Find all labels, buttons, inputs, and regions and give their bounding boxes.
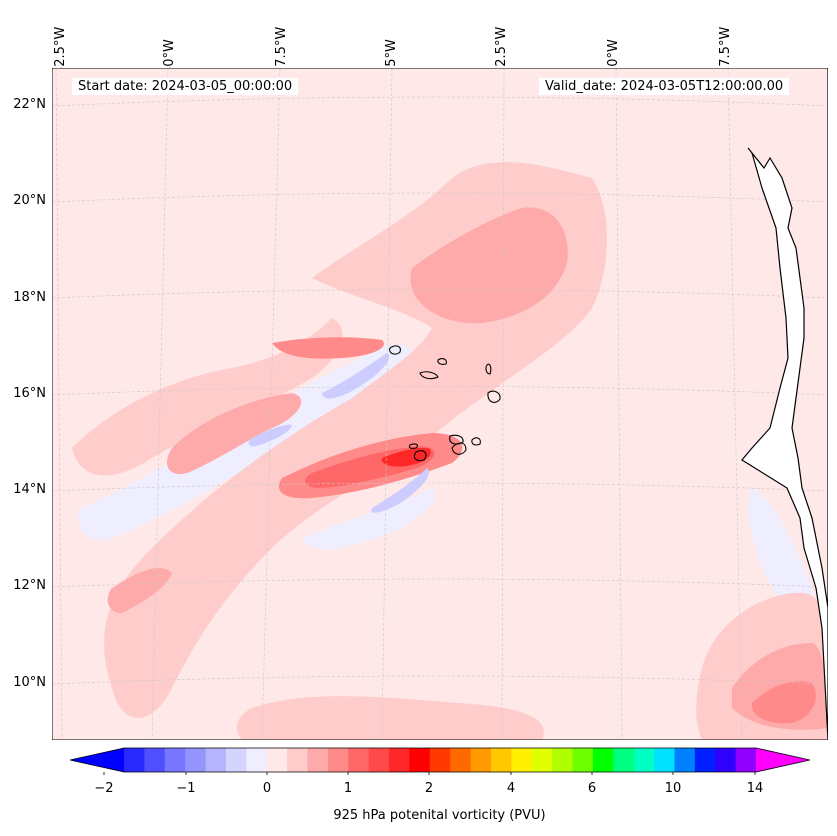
colorbar-swatch bbox=[144, 748, 166, 772]
colorbar-outline bbox=[70, 747, 810, 773]
colorbar-tick-label: −2 bbox=[94, 781, 114, 796]
meridian bbox=[727, 68, 743, 740]
parallel bbox=[52, 289, 828, 299]
colorbar-tick-label: 4 bbox=[506, 781, 516, 796]
parallel bbox=[52, 675, 828, 685]
colorbar-swatch bbox=[185, 748, 207, 772]
pv-negative-band bbox=[302, 488, 436, 550]
island bbox=[451, 442, 467, 455]
colorbar-swatch bbox=[327, 748, 349, 772]
lat-label-10n: 10°N bbox=[13, 675, 46, 690]
colorbar-label: 925 hPa potenital vorticity (PVU) bbox=[333, 808, 546, 823]
colorbar-swatch bbox=[450, 748, 472, 772]
lat-label-20n: 20°N bbox=[13, 193, 46, 208]
colorbar-tick-label: 10 bbox=[664, 781, 682, 796]
colorbar-swatch bbox=[470, 748, 492, 772]
colorbar-swatch bbox=[531, 748, 553, 772]
pv-positive-core bbox=[167, 393, 302, 474]
island bbox=[449, 434, 464, 445]
colorbar-swatch bbox=[266, 748, 288, 772]
parallel bbox=[52, 192, 828, 203]
island bbox=[419, 371, 439, 380]
colorbar-tick-label: 14 bbox=[746, 781, 764, 796]
pv-positive-region bbox=[236, 696, 544, 740]
meridian bbox=[55, 68, 63, 740]
colorbar-swatch bbox=[490, 748, 512, 772]
colorbar-swatch bbox=[552, 748, 574, 772]
lat-label-18n: 18°N bbox=[13, 290, 46, 305]
colorbar-swatch bbox=[572, 748, 594, 772]
meridian bbox=[381, 68, 393, 740]
pv-negative-streak bbox=[371, 468, 429, 513]
meridian bbox=[615, 68, 623, 740]
island bbox=[413, 450, 427, 462]
parallel bbox=[52, 386, 828, 396]
pv-positive-core bbox=[410, 207, 568, 324]
valid-date-label: Valid_date: 2024-03-05T12:00:00.00 bbox=[539, 78, 790, 95]
pv-strong-core bbox=[381, 448, 431, 467]
pv-positive-region bbox=[72, 318, 343, 476]
colorbar-swatch bbox=[287, 748, 308, 772]
colorbar-swatch bbox=[307, 748, 329, 772]
colorbar-swatch bbox=[715, 748, 737, 772]
colorbar-swatch bbox=[164, 748, 186, 772]
colorbar bbox=[70, 747, 810, 775]
graticule bbox=[52, 68, 828, 740]
colorbar-tick-label: 6 bbox=[587, 781, 597, 796]
colorbar-swatch bbox=[694, 748, 716, 772]
colorbar-swatch bbox=[246, 748, 268, 772]
pv-map bbox=[52, 68, 828, 740]
meridian bbox=[151, 68, 169, 740]
colorbar-swatch bbox=[633, 748, 655, 772]
island bbox=[471, 437, 481, 446]
colorbar-swatch bbox=[368, 748, 390, 772]
parallel bbox=[52, 96, 828, 107]
colorbar-swatch bbox=[735, 748, 757, 772]
island bbox=[485, 363, 492, 375]
colorbar-swatch bbox=[613, 748, 635, 772]
colorbar-extend-min bbox=[70, 748, 124, 772]
colorbar-swatch bbox=[409, 748, 431, 772]
colorbar-swatch bbox=[124, 748, 145, 772]
colorbar-tick-label: 1 bbox=[343, 781, 353, 796]
island bbox=[389, 345, 401, 355]
cape-verde-islands bbox=[389, 345, 501, 462]
colorbar-swatch bbox=[674, 748, 696, 772]
colorbar-swatch bbox=[348, 748, 370, 772]
parallel bbox=[52, 578, 828, 588]
colorbar-swatch bbox=[654, 748, 675, 772]
colorbar-swatch bbox=[389, 748, 410, 772]
lat-label-12n: 12°N bbox=[13, 578, 46, 593]
lat-label-22n: 22°N bbox=[13, 97, 46, 112]
africa-coastline bbox=[741, 68, 828, 740]
colorbar-tick-label: −1 bbox=[176, 781, 196, 796]
meridian bbox=[261, 68, 281, 740]
colorbar-tick-label: 2 bbox=[424, 781, 434, 796]
colorbar-swatch bbox=[205, 748, 227, 772]
lat-label-16n: 16°N bbox=[13, 386, 46, 401]
colorbar-swatch bbox=[511, 748, 533, 772]
island bbox=[408, 443, 419, 449]
island bbox=[487, 390, 501, 403]
meridian bbox=[501, 68, 505, 740]
lat-label-14n: 14°N bbox=[13, 482, 46, 497]
colorbar-tick-label: 0 bbox=[262, 781, 272, 796]
colorbar-swatch bbox=[225, 748, 247, 772]
colorbar-swatch bbox=[429, 748, 451, 772]
start-date-label: Start date: 2024-03-05_00:00:00 bbox=[72, 78, 299, 95]
parallel bbox=[52, 482, 828, 492]
pv-strong-band bbox=[272, 337, 384, 359]
island bbox=[437, 358, 447, 365]
pv-strong-band bbox=[751, 681, 816, 724]
colorbar-extend-max bbox=[756, 748, 810, 772]
colorbar-swatch bbox=[592, 748, 614, 772]
